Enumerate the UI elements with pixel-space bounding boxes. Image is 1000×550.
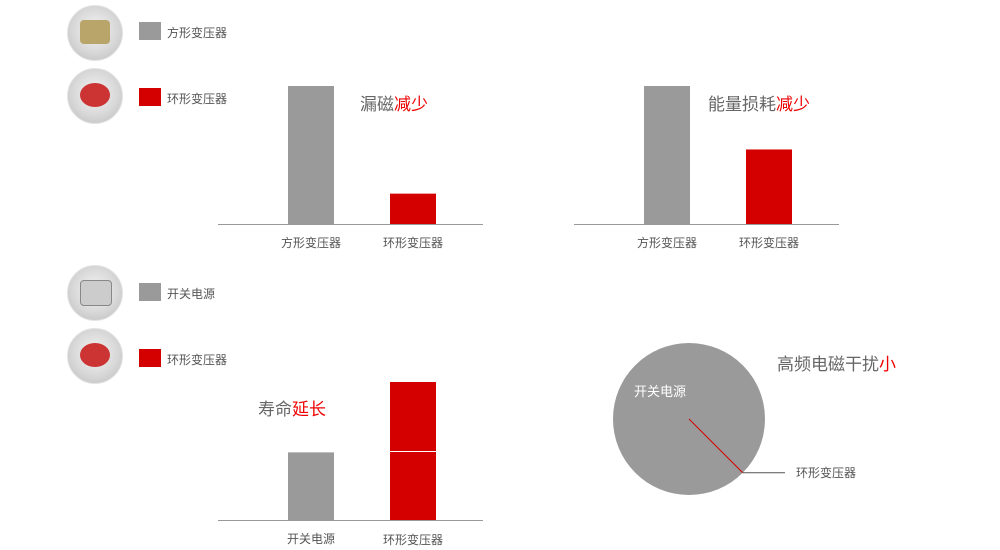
- x-tick-label: 环形变压器: [738, 236, 799, 250]
- legend-label: 方形变压器: [167, 26, 228, 40]
- legend-label: 开关电源: [167, 287, 216, 301]
- x-tick-label: 方形变压器: [636, 236, 697, 250]
- bar: [288, 452, 334, 520]
- chart-title: 能量损耗减少: [708, 95, 810, 115]
- bar: [390, 193, 436, 224]
- bar: [390, 382, 436, 451]
- bar: [644, 86, 690, 224]
- bar: [746, 149, 792, 224]
- bar: [390, 451, 436, 520]
- toroidal-transformer-photo: [67, 68, 123, 124]
- legend-swatch-gray: [139, 283, 161, 301]
- toroidal-transformer-photo: [67, 328, 123, 384]
- x-tick-label: 环形变压器: [382, 533, 443, 547]
- legend-swatch-red: [139, 88, 161, 106]
- chart-title: 高频电磁干扰小: [777, 355, 896, 375]
- x-tick-label: 环形变压器: [382, 236, 443, 250]
- pie-slice: [688, 418, 744, 474]
- pie-label-callout: 环形变压器: [796, 466, 857, 480]
- chart-title: 漏磁减少: [360, 95, 428, 115]
- square-transformer-photo: [67, 5, 123, 61]
- legend-label: 环形变压器: [167, 353, 228, 367]
- switching-power-supply-photo: [67, 265, 123, 321]
- bar: [288, 86, 334, 224]
- x-axis: [574, 224, 839, 225]
- x-axis: [218, 224, 483, 225]
- chart-title: 寿命延长: [258, 400, 326, 420]
- legend-swatch-gray: [139, 22, 161, 40]
- x-tick-label: 方形变压器: [280, 236, 341, 250]
- x-axis: [218, 520, 483, 521]
- legend-label: 环形变压器: [167, 92, 228, 106]
- x-tick-label: 开关电源: [286, 532, 335, 546]
- legend-swatch-red: [139, 349, 161, 367]
- pie-label-inside: 开关电源: [634, 385, 687, 400]
